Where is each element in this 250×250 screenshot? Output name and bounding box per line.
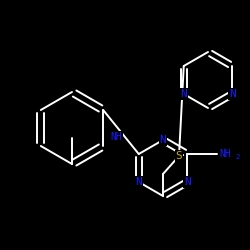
Text: 2: 2 xyxy=(235,154,240,160)
Text: N: N xyxy=(180,89,187,99)
Text: N: N xyxy=(229,89,235,99)
Text: N: N xyxy=(160,135,166,145)
Text: N: N xyxy=(136,177,142,187)
Text: N: N xyxy=(184,177,190,187)
Text: NH: NH xyxy=(219,149,231,159)
Text: S: S xyxy=(176,151,182,161)
Text: NH: NH xyxy=(110,132,122,142)
